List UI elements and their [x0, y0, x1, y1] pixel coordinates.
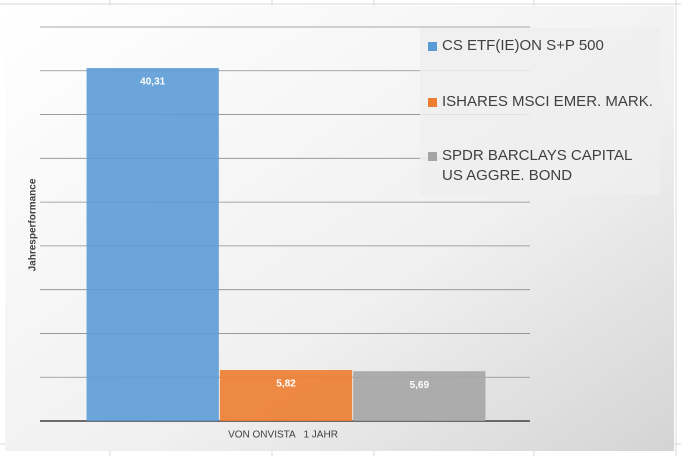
legend-item: ISHARES MSCI EMER. MARK.: [428, 92, 654, 112]
legend-item: SPDR BARCLAYS CAPITAL US AGGRE. BOND: [428, 146, 654, 186]
legend: CS ETF(IE)ON S+P 500 ISHARES MSCI EMER. M…: [420, 28, 660, 195]
legend-label: SPDR BARCLAYS CAPITAL US AGGRE. BOND: [442, 147, 632, 184]
legend-item: CS ETF(IE)ON S+P 500: [428, 36, 654, 56]
data-label: 40,31: [140, 77, 165, 88]
bar: [219, 370, 353, 421]
legend-swatch: [428, 152, 437, 161]
legend-swatch: [428, 42, 437, 51]
bar: [353, 371, 486, 421]
bar: [86, 68, 219, 422]
legend-label: CS ETF(IE)ON S+P 500: [442, 37, 604, 54]
data-label: 5,82: [276, 379, 296, 390]
y-axis-title: Jahresperformance: [28, 178, 39, 271]
legend-label: ISHARES MSCI EMER. MARK.: [442, 93, 653, 110]
x-axis-title: VON ONVISTA 1 JAHR: [228, 430, 338, 441]
data-label: 5,69: [410, 380, 430, 391]
legend-swatch: [428, 98, 437, 107]
